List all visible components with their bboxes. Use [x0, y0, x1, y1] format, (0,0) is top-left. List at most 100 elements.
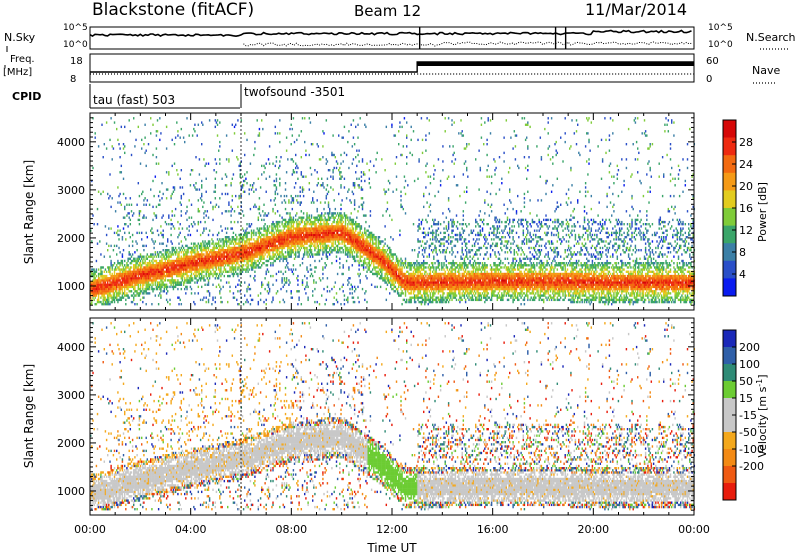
power-cell: [228, 271, 229, 273]
power-cell: [369, 260, 370, 262]
power-cell: [260, 186, 261, 188]
power-cell: [159, 117, 160, 119]
power-cell: [300, 204, 301, 206]
power-cell: [375, 238, 376, 240]
power-cell: [118, 238, 119, 240]
power-cell: [152, 262, 153, 264]
power-cell: [351, 124, 352, 126]
power-cell: [309, 154, 310, 156]
power-cell: [129, 119, 130, 121]
power-cell: [327, 256, 328, 258]
power-cell: [276, 292, 277, 294]
power-cell: [259, 212, 260, 214]
power-cell: [365, 275, 366, 277]
power-cell: [275, 184, 276, 186]
power-cell: [298, 134, 299, 136]
power-cell: [140, 284, 141, 286]
power-cell: [152, 258, 153, 260]
power-cell: [247, 262, 248, 264]
power-cell: [363, 268, 364, 270]
power-cell: [237, 262, 238, 264]
power-cell: [269, 163, 270, 165]
power-cell: [135, 139, 136, 141]
power-cell: [117, 260, 118, 262]
power-cell: [246, 236, 247, 238]
power-cell: [152, 232, 153, 234]
power-cell: [202, 299, 203, 301]
power-cell: [170, 227, 171, 229]
power-cell: [338, 169, 339, 171]
power-cell: [317, 184, 318, 186]
power-cell: [387, 208, 388, 210]
power-cell: [329, 169, 330, 171]
power-cell: [297, 195, 298, 197]
power-cell: [109, 279, 110, 281]
power-cell: [354, 186, 355, 188]
power-cell: [354, 301, 355, 303]
power-cell: [250, 275, 251, 277]
power-cell: [321, 258, 322, 260]
power-cell: [387, 245, 388, 247]
power-cell: [251, 234, 252, 236]
power-cell: [209, 294, 210, 296]
power-cell: [161, 182, 162, 184]
power-cell: [303, 245, 304, 247]
power-cell: [220, 258, 221, 260]
power-cell: [187, 275, 188, 277]
power-cell: [279, 253, 280, 255]
power-cell: [114, 232, 115, 234]
power-cell: [144, 197, 145, 199]
power-cell: [272, 262, 273, 264]
power-cell: [194, 251, 195, 253]
power-cell: [174, 249, 175, 251]
power-cell: [259, 208, 260, 210]
power-cell: [251, 230, 252, 232]
power-cell: [362, 197, 363, 199]
power-cell: [123, 249, 124, 251]
power-cell: [203, 158, 204, 160]
power-cell: [291, 268, 292, 270]
power-cell: [327, 193, 328, 195]
power-cell: [142, 286, 143, 288]
power-cell: [365, 234, 366, 236]
power-cell: [124, 206, 125, 208]
power-cell: [108, 299, 109, 301]
power-cell: [118, 294, 119, 296]
nsearch-trace: [244, 42, 692, 46]
power-cell: [191, 273, 192, 275]
power-cell: [296, 171, 297, 173]
power-cell: [242, 186, 243, 188]
power-cell: [389, 258, 390, 260]
power-cell: [276, 279, 277, 281]
power-cell: [287, 262, 288, 264]
power-cell: [322, 253, 323, 255]
power-cell: [109, 303, 110, 305]
power-cell: [357, 260, 358, 262]
power-cell: [288, 223, 289, 225]
power-cell: [135, 275, 136, 277]
power-cell: [212, 240, 213, 242]
power-cell: [354, 290, 355, 292]
power-cell: [226, 210, 227, 212]
power-cell: [177, 221, 178, 223]
power-cell: [272, 258, 273, 260]
power-cell: [293, 230, 294, 232]
power-cell: [117, 186, 118, 188]
power-cell: [302, 243, 303, 245]
power-cell: [327, 178, 328, 180]
power-cell: [361, 176, 362, 178]
power-cell: [313, 281, 314, 283]
power-cell: [141, 266, 142, 268]
power-cell: [170, 195, 171, 197]
power-cell: [215, 206, 216, 208]
power-cell: [305, 286, 306, 288]
power-cell: [301, 156, 302, 158]
power-cell: [104, 256, 105, 258]
power-cell: [223, 271, 224, 273]
power-cell: [228, 253, 229, 255]
power-cell: [317, 301, 318, 303]
power-cell: [354, 286, 355, 288]
power-cell: [335, 240, 336, 242]
power-cell: [172, 277, 173, 279]
power-cell: [172, 223, 173, 225]
